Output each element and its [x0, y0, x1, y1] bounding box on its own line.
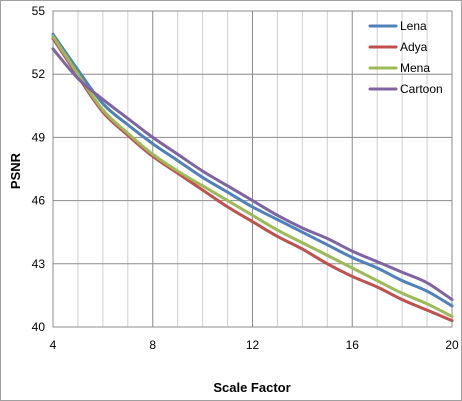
- x-tick-label: 4: [50, 338, 57, 352]
- y-tick-label: 55: [32, 4, 46, 18]
- legend-label-cartoon: Cartoon: [400, 82, 443, 96]
- y-tick-label: 46: [32, 194, 46, 208]
- x-tick-label: 8: [149, 338, 156, 352]
- x-tick-label: 16: [346, 338, 360, 352]
- legend: Lena Adya Mena Cartoon: [368, 19, 443, 96]
- legend-label-adya: Adya: [400, 40, 428, 54]
- plot-area: [52, 10, 453, 328]
- y-axis-title: PSNR: [8, 152, 23, 189]
- series-lines: [51, 32, 454, 323]
- y-tick-label: 49: [32, 130, 46, 144]
- x-tick-label: 20: [445, 338, 459, 352]
- legend-label-lena: Lena: [400, 19, 427, 33]
- series-line-cartoon: [51, 47, 454, 302]
- x-tick-label: 12: [246, 338, 260, 352]
- y-tick-label: 52: [32, 67, 46, 81]
- x-axis-title: Scale Factor: [213, 380, 290, 395]
- series-line-adya: [51, 36, 454, 323]
- tick-labels: 4 8 12 16 20 40 43 46 49 52 55: [32, 4, 459, 352]
- plot-border: [52, 10, 453, 328]
- legend-label-mena: Mena: [400, 61, 430, 75]
- y-tick-label: 43: [32, 257, 46, 271]
- gridlines: [52, 10, 453, 328]
- y-tick-label: 40: [32, 320, 46, 334]
- series-line-mena: [51, 34, 454, 318]
- series-line-lena: [51, 32, 454, 308]
